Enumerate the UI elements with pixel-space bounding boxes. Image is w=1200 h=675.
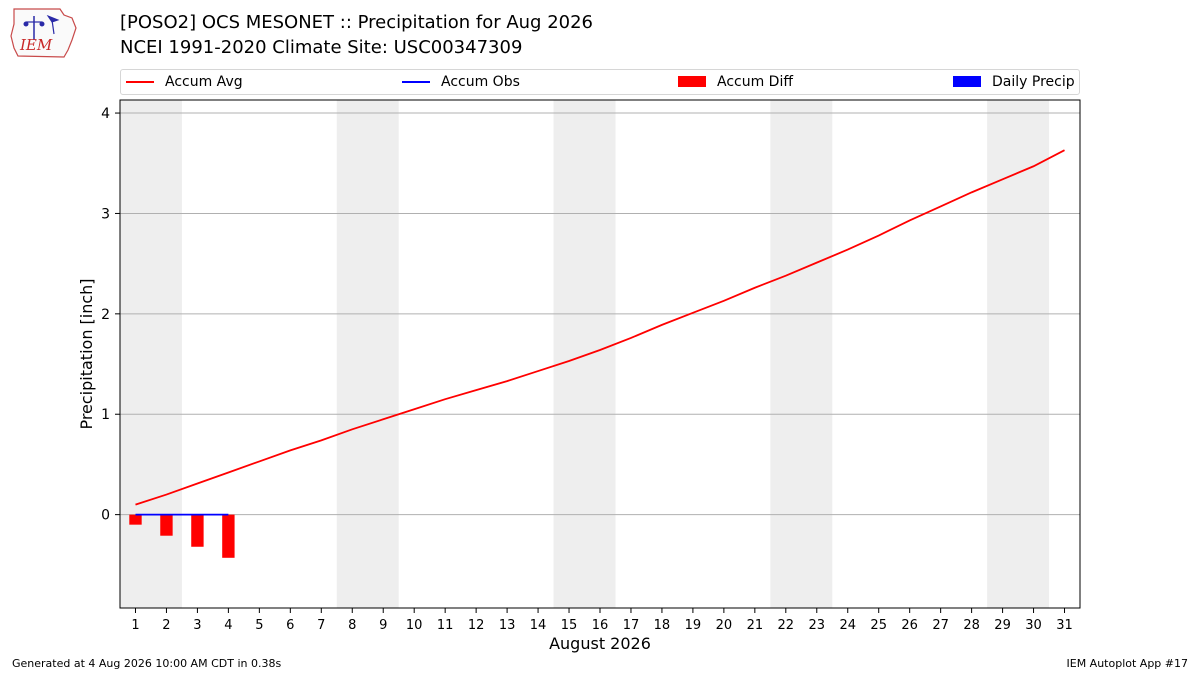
x-tick-label: 14 <box>530 618 547 633</box>
accum-diff-bar <box>160 514 173 536</box>
y-tick-label: 2 <box>101 307 110 323</box>
chart-subtitle: NCEI 1991-2020 Climate Site: USC00347309 <box>120 37 523 58</box>
x-tick-label: 25 <box>870 618 887 633</box>
x-tick-label: 4 <box>224 618 232 633</box>
footer-app-text: IEM Autoplot App #17 <box>1066 657 1189 670</box>
x-tick-label: 18 <box>654 618 671 633</box>
x-axis-label: August 2026 <box>549 634 651 653</box>
x-tick-label: 29 <box>994 618 1011 633</box>
x-tick-label: 30 <box>1025 618 1042 633</box>
x-tick-label: 10 <box>406 618 423 633</box>
legend-swatch-accum-diff <box>678 76 706 87</box>
bars-group <box>129 514 235 558</box>
x-tick-label: 23 <box>809 618 826 633</box>
chart-title: [POSO2] OCS MESONET :: Precipitation for… <box>120 12 594 33</box>
x-tick-label: 15 <box>561 618 578 633</box>
lines-group <box>135 149 1065 516</box>
accum-diff-bar <box>191 514 204 547</box>
x-tick-label: 2 <box>162 618 170 633</box>
weather-station-icon <box>23 14 60 40</box>
weekend-band <box>987 100 1050 608</box>
iem-logo: IEM <box>10 8 77 58</box>
x-tick-label: 9 <box>379 618 387 633</box>
accum-diff-bar <box>222 514 235 558</box>
x-tick-label: 3 <box>193 618 201 633</box>
x-tick-label: 8 <box>348 618 356 633</box>
accum-avg-line <box>135 149 1065 506</box>
weekend-shading-group <box>120 100 1050 608</box>
x-tick-label: 11 <box>437 618 454 633</box>
weekend-band <box>336 100 399 608</box>
y-tick-label: 3 <box>101 206 110 222</box>
x-tick-label: 22 <box>778 618 795 633</box>
grid-lines-group <box>120 112 1080 516</box>
legend-label: Accum Obs <box>441 74 520 90</box>
chart-legend: Accum Avg Accum Obs Accum Diff Daily Pre… <box>120 69 1080 95</box>
y-tick-label: 4 <box>101 106 110 122</box>
x-tick-label: 27 <box>932 618 949 633</box>
x-tick-label: 19 <box>685 618 702 633</box>
x-tick-label: 20 <box>716 618 733 633</box>
x-tick-label: 31 <box>1056 618 1073 633</box>
x-tick-label: 28 <box>963 618 980 633</box>
x-tick-label: 7 <box>317 618 325 633</box>
footer-generated-text: Generated at 4 Aug 2026 10:00 AM CDT in … <box>12 657 282 670</box>
state-outline-shape <box>10 8 77 58</box>
x-tick-label: 24 <box>839 618 856 633</box>
legend-swatch-accum-obs <box>402 81 430 83</box>
x-tick-label: 12 <box>468 618 485 633</box>
x-tick-label: 13 <box>499 618 516 633</box>
legend-label: Accum Diff <box>717 74 794 90</box>
legend-swatch-daily-precip <box>953 76 981 87</box>
legend-label: Daily Precip <box>992 74 1075 90</box>
legend-label: Accum Avg <box>165 74 243 90</box>
y-axis-label: Precipitation [inch] <box>77 278 96 429</box>
accum-diff-bar <box>129 514 142 525</box>
weekend-band <box>770 100 833 608</box>
x-tick-label: 1 <box>131 618 139 633</box>
weekend-band <box>553 100 616 608</box>
x-tick-label: 26 <box>901 618 918 633</box>
x-tick-label: 21 <box>747 618 764 633</box>
x-tick-label: 16 <box>592 618 609 633</box>
x-tick-label: 6 <box>286 618 294 633</box>
x-tick-label: 17 <box>623 618 640 633</box>
x-tick-label: 5 <box>255 618 263 633</box>
y-tick-label: 0 <box>101 508 110 524</box>
y-tick-label: 1 <box>101 407 110 423</box>
legend-swatch-accum-avg <box>126 81 154 83</box>
logo-text: IEM <box>19 36 53 54</box>
